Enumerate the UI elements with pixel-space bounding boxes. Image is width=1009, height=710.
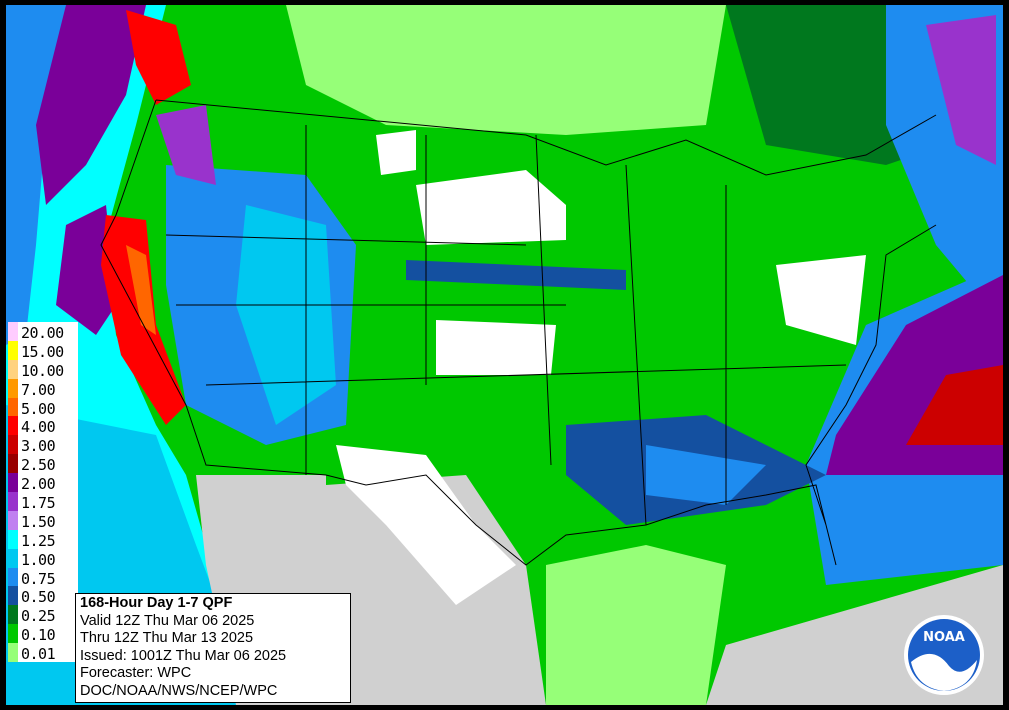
legend-swatch	[8, 510, 18, 530]
legend-label: 0.25	[21, 607, 56, 626]
legend: 20.00 15.00 10.00 7.00 5.00 4.00 3.00 2.50 2.00 1…	[8, 322, 78, 664]
great-lakes	[636, 145, 786, 265]
legend-label: 0.01	[21, 645, 56, 664]
info-line: DOC/NOAA/NWS/NCEP/WPC	[80, 682, 278, 699]
legend-swatch	[8, 643, 18, 663]
legend-row: 1.50	[8, 510, 78, 531]
logo-gull	[911, 653, 977, 691]
legend-label: 1.00	[21, 550, 56, 569]
borders	[100, 99, 937, 566]
pacific-purple-2	[56, 205, 116, 335]
cascades	[156, 105, 216, 185]
legend-row: 0.75	[8, 567, 78, 588]
dry-kansas	[436, 320, 556, 375]
legend-swatch	[8, 529, 18, 549]
atlantic-purple	[926, 15, 996, 165]
legend-label: 1.25	[21, 531, 56, 550]
legend-label: 2.50	[21, 456, 56, 475]
legend-swatch	[8, 359, 18, 379]
legend-row: 2.00	[8, 473, 78, 494]
legend-row: 1.00	[8, 548, 78, 569]
dry-montana	[376, 130, 416, 175]
legend-label: 0.75	[21, 569, 56, 588]
legend-row: 5.00	[8, 397, 78, 418]
noaa-logo: NOAA	[904, 615, 984, 695]
sierra-orange	[126, 245, 156, 335]
legend-swatch	[8, 454, 18, 474]
legend-label: 3.00	[21, 437, 56, 456]
legend-label: 2.00	[21, 475, 56, 494]
legend-swatch	[8, 378, 18, 398]
legend-row: 0.10	[8, 624, 78, 645]
legend-swatch	[8, 416, 18, 436]
legend-row: 7.00	[8, 378, 78, 399]
legend-row: 0.25	[8, 605, 78, 626]
legend-row: 0.01	[8, 643, 78, 664]
legend-label: 0.50	[21, 588, 56, 607]
info-line: Thru 12Z Thu Mar 13 2025	[80, 630, 254, 647]
info-lines: Valid 12Z Thu Mar 06 2025 Thru 12Z Thu Ma…	[80, 613, 346, 701]
legend-swatch	[8, 586, 18, 606]
mexico	[326, 475, 546, 705]
legend-row: 1.75	[8, 492, 78, 513]
legend-swatch	[8, 548, 18, 568]
legend-swatch	[8, 322, 18, 341]
legend-label: 15.00	[21, 342, 64, 361]
canada-light	[286, 5, 726, 135]
dry-dakotas	[416, 170, 566, 245]
rockies-wetter	[236, 205, 336, 425]
atlantic-red	[906, 365, 1003, 445]
dry-east	[776, 255, 866, 345]
legend-label: 7.00	[21, 380, 56, 399]
legend-swatch	[8, 492, 18, 511]
legend-swatch	[8, 605, 18, 625]
pacific-purple	[36, 5, 146, 205]
legend-label: 20.00	[21, 324, 64, 342]
info-box: 168-Hour Day 1-7 QPF Valid 12Z Thu Mar 0…	[75, 593, 351, 703]
logo-text: NOAA	[923, 630, 965, 645]
legend-row: 10.00	[8, 359, 78, 380]
info-title: 168-Hour Day 1-7 QPF	[80, 595, 233, 611]
legend-row: 3.00	[8, 435, 78, 456]
legend-label: 0.10	[21, 626, 56, 645]
legend-swatch	[8, 567, 18, 587]
legend-row: 0.50	[8, 586, 78, 607]
legend-row: 15.00	[8, 340, 78, 361]
bc-red	[126, 10, 191, 105]
info-line: Issued: 1001Z Thu Mar 06 2025	[80, 647, 287, 664]
dry-texas	[336, 445, 516, 605]
legend-swatch	[8, 624, 18, 644]
info-line: Valid 12Z Thu Mar 06 2025	[80, 612, 255, 629]
info-line: Forecaster: WPC	[80, 665, 192, 682]
legend-row: 4.00	[8, 416, 78, 437]
legend-label: 5.00	[21, 399, 56, 418]
legend-swatch	[8, 397, 18, 417]
band-plains	[406, 260, 626, 290]
gulf-light	[546, 545, 726, 705]
legend-row: 20.00	[8, 322, 78, 342]
legend-label: 10.00	[21, 361, 64, 380]
legend-label: 1.50	[21, 512, 56, 531]
legend-row: 2.50	[8, 454, 78, 475]
legend-label: 1.75	[21, 494, 56, 513]
legend-swatch	[8, 435, 18, 455]
legend-swatch	[8, 473, 18, 493]
legend-label: 4.00	[21, 418, 56, 437]
band-south-2	[646, 445, 766, 505]
legend-swatch	[8, 340, 18, 360]
legend-row: 1.25	[8, 529, 78, 550]
